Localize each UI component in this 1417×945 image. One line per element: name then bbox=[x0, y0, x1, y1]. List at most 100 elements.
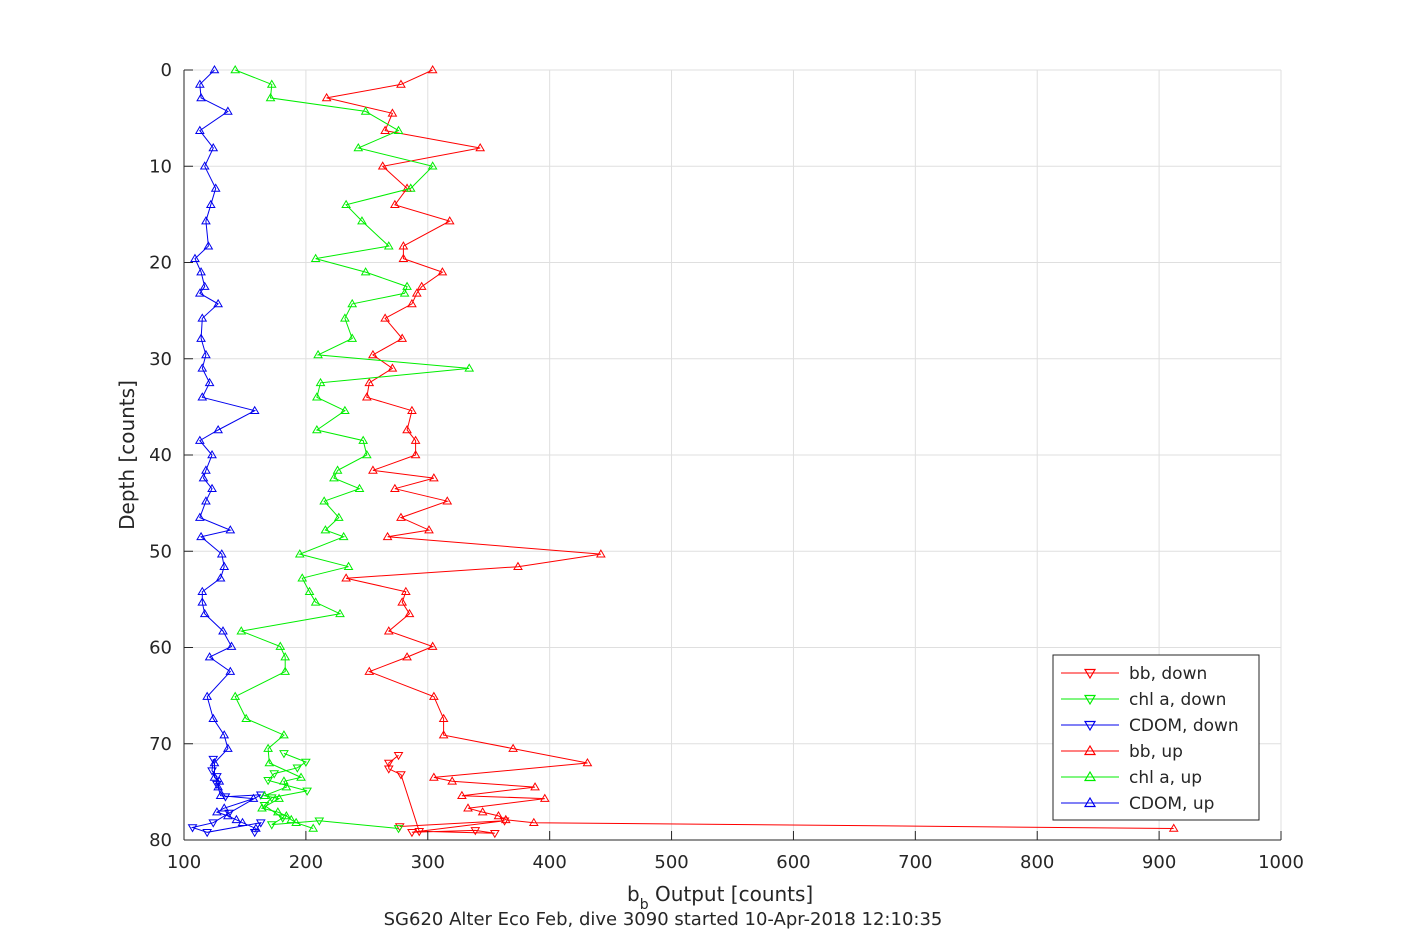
data-point bbox=[361, 450, 372, 459]
data-point bbox=[196, 333, 206, 342]
data-point bbox=[489, 829, 500, 839]
data-point bbox=[399, 288, 410, 297]
data-point bbox=[297, 573, 308, 582]
data-point bbox=[340, 405, 350, 415]
data-point bbox=[201, 465, 211, 474]
data-point bbox=[208, 819, 219, 828]
data-point bbox=[241, 713, 252, 723]
data-point bbox=[361, 392, 372, 401]
data-point bbox=[393, 125, 404, 134]
x-tick-label: 600 bbox=[776, 852, 810, 873]
data-point bbox=[470, 827, 481, 836]
data-point bbox=[428, 473, 439, 482]
data-point bbox=[402, 424, 412, 434]
y-tick-label: 20 bbox=[149, 253, 172, 274]
data-point bbox=[275, 641, 286, 650]
series-line bbox=[234, 69, 470, 829]
data-point bbox=[296, 772, 306, 781]
data-point bbox=[225, 525, 236, 534]
data-point bbox=[358, 435, 369, 444]
data-point bbox=[438, 713, 449, 723]
data-point bbox=[194, 125, 205, 134]
data-point bbox=[397, 333, 408, 342]
data-point bbox=[279, 730, 289, 739]
data-point bbox=[196, 267, 206, 276]
data-point bbox=[320, 525, 331, 534]
legend-marker bbox=[1083, 668, 1097, 680]
data-point bbox=[341, 199, 351, 209]
series-chl-a-up bbox=[230, 65, 475, 832]
x-tick-label: 900 bbox=[1142, 852, 1176, 873]
data-point bbox=[281, 782, 292, 791]
data-point bbox=[263, 777, 273, 786]
data-point bbox=[210, 183, 221, 192]
data-point bbox=[209, 758, 220, 767]
data-point bbox=[226, 641, 237, 650]
data-point bbox=[393, 752, 404, 761]
legend-item: CDOM, down bbox=[1061, 716, 1239, 736]
data-point bbox=[428, 691, 439, 700]
y-tick-label: 50 bbox=[149, 541, 172, 562]
legend-marker bbox=[1083, 720, 1097, 732]
data-point bbox=[405, 183, 416, 192]
data-point bbox=[393, 825, 404, 834]
data-point bbox=[301, 758, 311, 768]
data-point bbox=[368, 349, 378, 359]
data-point bbox=[311, 392, 322, 401]
data-point bbox=[315, 377, 326, 387]
data-point bbox=[1168, 823, 1179, 832]
data-point bbox=[269, 770, 280, 779]
data-point bbox=[347, 333, 358, 342]
data-point bbox=[364, 666, 375, 675]
data-point bbox=[416, 281, 427, 290]
data-point bbox=[281, 810, 292, 820]
data-point bbox=[341, 573, 351, 582]
data-point bbox=[230, 65, 241, 74]
data-point bbox=[539, 793, 550, 802]
y-tick-label: 10 bbox=[149, 156, 172, 177]
data-point bbox=[477, 807, 488, 816]
legend-marker bbox=[1083, 694, 1097, 706]
data-point bbox=[513, 561, 523, 570]
data-point bbox=[310, 597, 321, 606]
data-point bbox=[291, 817, 302, 826]
data-point bbox=[219, 561, 230, 570]
data-point bbox=[294, 549, 305, 558]
data-point bbox=[207, 450, 217, 459]
data-point bbox=[457, 790, 467, 800]
legend-label: chl a, down bbox=[1129, 690, 1226, 710]
data-point bbox=[208, 142, 219, 152]
data-point bbox=[404, 608, 415, 618]
data-point bbox=[204, 652, 215, 661]
data-point bbox=[190, 253, 200, 262]
x-axis-label-subscript: b bbox=[640, 897, 649, 913]
data-point bbox=[266, 821, 277, 830]
x-axis-label: bb Output [counts] bbox=[627, 882, 813, 913]
legend-marker bbox=[1083, 796, 1097, 808]
data-point bbox=[427, 161, 438, 170]
data-point bbox=[442, 496, 453, 505]
data-point bbox=[248, 793, 259, 802]
data-point bbox=[438, 730, 449, 739]
data-point bbox=[196, 531, 206, 541]
data-point bbox=[231, 814, 242, 824]
data-point bbox=[304, 586, 315, 595]
data-point bbox=[360, 106, 371, 115]
series-bb-down bbox=[383, 752, 510, 839]
data-point bbox=[424, 525, 434, 534]
data-point bbox=[194, 79, 205, 88]
data-point bbox=[205, 199, 216, 209]
data-point bbox=[428, 772, 439, 781]
data-point bbox=[364, 377, 375, 387]
series-line bbox=[194, 69, 257, 829]
data-point bbox=[396, 79, 406, 88]
series-line bbox=[326, 69, 1174, 829]
legend-label: CDOM, up bbox=[1129, 794, 1214, 814]
data-point bbox=[218, 626, 228, 635]
data-point bbox=[329, 473, 339, 482]
data-point bbox=[212, 807, 222, 816]
data-point bbox=[215, 790, 226, 800]
data-point bbox=[199, 161, 210, 170]
data-point bbox=[223, 810, 233, 820]
data-point bbox=[219, 730, 230, 739]
